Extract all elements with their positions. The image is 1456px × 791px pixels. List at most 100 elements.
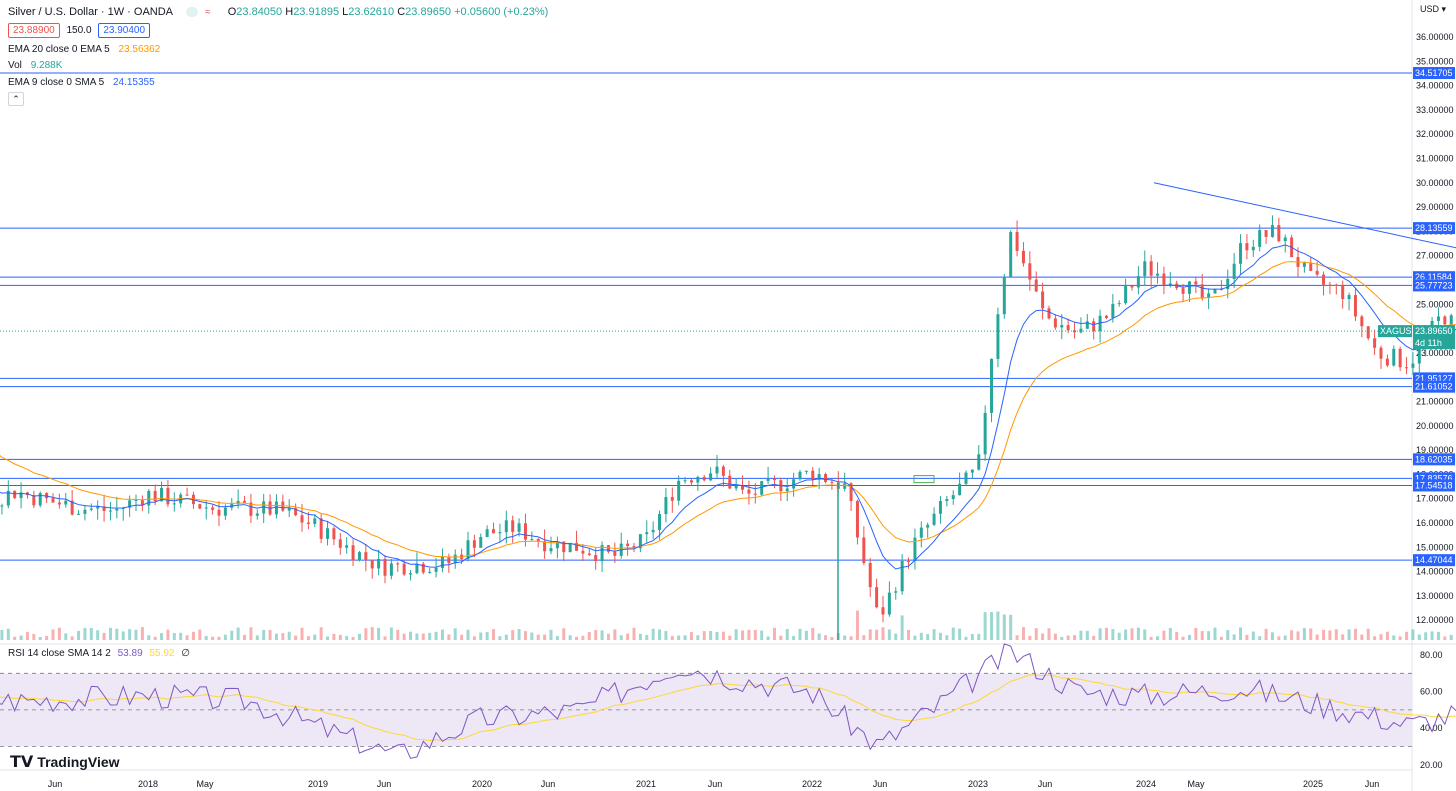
rsi-legend[interactable]: RSI 14 close SMA 14 2 53.89 55.92 ∅: [8, 648, 190, 659]
candle-body: [64, 500, 68, 505]
candle-body: [1436, 316, 1440, 322]
candle-body: [715, 466, 719, 474]
volume-bar: [1366, 628, 1370, 640]
highlight-box: [913, 475, 935, 484]
candle-body: [728, 475, 732, 489]
volume-bar: [402, 633, 406, 640]
volume-bar: [370, 627, 374, 640]
volume-bar: [25, 632, 29, 640]
volume-bar: [1417, 634, 1421, 640]
countdown-label: 4d 11h: [1415, 338, 1442, 348]
candle-body: [766, 478, 770, 482]
volume-bar: [785, 628, 789, 640]
volume-bar: [217, 636, 221, 640]
volume-bar: [1239, 627, 1243, 640]
high-value: 23.91895: [293, 6, 340, 18]
level-price-label: 17.83576: [1415, 473, 1453, 483]
ema20-legend[interactable]: EMA 20 close 0 EMA 5 23.56362: [8, 44, 161, 55]
candle-body: [543, 541, 547, 552]
ema9-legend[interactable]: EMA 9 close 0 SMA 5 24.15355: [8, 77, 155, 88]
price-tick-label: 31.00000: [1416, 154, 1454, 164]
candle-body: [887, 592, 891, 615]
time-tick-label: 2019: [308, 779, 328, 789]
level-price-badge: [1413, 479, 1455, 492]
candle-body: [1130, 286, 1134, 288]
chart-title[interactable]: Silver / U.S. Dollar · 1W · OANDA: [8, 6, 174, 18]
candle-body: [651, 529, 655, 533]
bid-button[interactable]: 23.88900: [8, 23, 60, 38]
volume-bar: [1156, 636, 1160, 640]
volume-bar: [811, 627, 815, 640]
candle-body: [294, 508, 298, 516]
candle-body: [855, 501, 859, 538]
volume-bar: [70, 636, 74, 640]
candle-body: [1143, 261, 1147, 277]
ask-button[interactable]: 23.90400: [98, 23, 151, 38]
volume-bar: [121, 631, 125, 640]
candle-body: [824, 474, 828, 482]
volume-bar: [830, 636, 834, 640]
currency-selector[interactable]: USD ▾: [1420, 4, 1447, 14]
candle-body: [1156, 273, 1160, 276]
candle-body: [0, 505, 4, 507]
volume-bar: [900, 615, 904, 640]
volume-bar: [664, 631, 668, 640]
level-price-label: 26.11584: [1415, 272, 1452, 282]
volume-bar: [881, 627, 885, 640]
volume-bar: [281, 633, 285, 640]
volume-bar: [485, 632, 489, 640]
volume-bar: [1085, 630, 1089, 640]
time-tick-label: Jun: [1365, 779, 1380, 789]
volume-bar: [1104, 627, 1108, 640]
volume-bar: [709, 630, 713, 640]
eye-icon[interactable]: ≈: [205, 7, 211, 18]
market-status-icon[interactable]: [186, 7, 199, 18]
candle-body: [1117, 303, 1121, 305]
volume-bar: [185, 635, 189, 640]
tradingview-logo[interactable]: 𝗧𝗩 TradingView: [10, 752, 120, 772]
volume-bar: [262, 629, 266, 640]
volume-bar: [619, 635, 623, 640]
volume-bar: [772, 627, 776, 640]
candle-body: [338, 539, 342, 548]
candle-body: [1213, 289, 1217, 294]
candle-body: [990, 358, 994, 413]
volume-bar: [907, 629, 911, 640]
volume-bar: [1296, 631, 1300, 640]
volume-bar: [1443, 636, 1447, 640]
candle-body: [1347, 294, 1351, 300]
candle-body: [370, 559, 374, 569]
candle-body: [498, 532, 502, 534]
candle-body: [1092, 321, 1096, 332]
chevron-up-icon[interactable]: ⌃: [8, 92, 24, 106]
volume-bar: [160, 633, 164, 640]
volume-bar: [236, 627, 240, 640]
level-price-label: 21.95127: [1415, 373, 1453, 383]
candle-body: [772, 478, 776, 481]
volume-bar: [1341, 634, 1345, 640]
candle-body: [492, 529, 496, 534]
volume-bar: [1219, 636, 1223, 640]
candle-body: [466, 540, 470, 559]
volume-bar: [383, 636, 387, 640]
volume-bar: [613, 629, 617, 640]
candle-body: [1379, 347, 1383, 359]
last-price-label: 23.89650: [1415, 326, 1453, 336]
price-tick-label: 33.00000: [1416, 105, 1454, 115]
volume-bar: [1028, 635, 1032, 640]
time-tick-label: 2018: [138, 779, 158, 789]
candle-body: [977, 454, 981, 470]
price-tick-label: 25.00000: [1416, 299, 1454, 309]
volume-bar: [504, 634, 508, 640]
volume-legend[interactable]: Vol 9.288K: [8, 60, 63, 71]
candle-body: [868, 562, 872, 588]
volume-bar: [894, 633, 898, 640]
volume-bar: [1143, 629, 1147, 640]
volume-bar: [555, 636, 559, 640]
candle-body: [562, 541, 566, 553]
volume-bar: [1322, 629, 1326, 640]
level-price-label: 17.54518: [1415, 480, 1453, 490]
candle-body: [702, 476, 706, 481]
